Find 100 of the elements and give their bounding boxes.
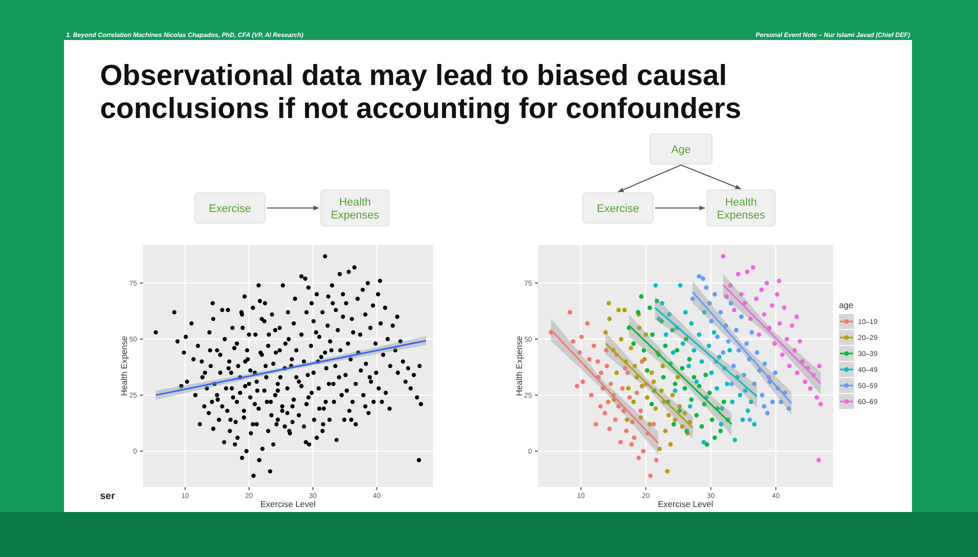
point	[603, 330, 608, 335]
point	[682, 386, 688, 391]
point	[808, 386, 813, 391]
point	[724, 382, 730, 386]
point	[644, 368, 650, 373]
point	[672, 388, 678, 393]
point	[683, 310, 688, 314]
point	[651, 379, 656, 384]
point	[684, 336, 688, 342]
point	[648, 474, 653, 478]
point	[672, 418, 678, 422]
point	[607, 426, 612, 431]
point	[628, 346, 634, 350]
point	[670, 350, 676, 355]
point	[782, 305, 787, 310]
point	[762, 312, 766, 317]
point	[727, 348, 732, 353]
point	[677, 408, 682, 414]
point	[580, 379, 586, 384]
point	[650, 332, 655, 337]
point	[746, 408, 750, 414]
point	[604, 348, 608, 353]
point	[689, 321, 694, 326]
point	[770, 400, 775, 404]
point	[718, 422, 724, 427]
point	[706, 344, 712, 348]
point	[736, 348, 742, 353]
point	[765, 410, 770, 416]
point	[743, 388, 748, 393]
point	[666, 413, 671, 418]
point	[704, 442, 710, 447]
point	[594, 422, 598, 427]
point	[579, 334, 584, 340]
point	[707, 301, 712, 306]
point	[692, 374, 696, 380]
point	[798, 339, 802, 344]
point	[728, 283, 733, 288]
point	[649, 402, 654, 406]
point	[712, 292, 717, 297]
point	[817, 364, 822, 368]
point	[724, 323, 728, 328]
point	[577, 350, 582, 355]
point	[702, 310, 707, 314]
x-axis-title: Exercise Level	[260, 499, 316, 509]
text: Exercise	[208, 203, 252, 215]
point	[692, 348, 696, 353]
point	[602, 410, 608, 416]
point	[746, 357, 752, 362]
point	[678, 283, 683, 288]
point	[592, 344, 596, 348]
point	[616, 308, 621, 312]
point	[772, 370, 778, 375]
point	[688, 404, 692, 409]
point	[740, 418, 745, 422]
point	[734, 328, 738, 332]
point	[752, 382, 757, 386]
point	[568, 310, 572, 314]
point	[638, 415, 643, 420]
point	[760, 392, 764, 398]
point	[653, 406, 658, 411]
point	[776, 278, 782, 284]
point	[689, 397, 694, 402]
point	[642, 357, 647, 362]
point	[712, 330, 716, 335]
point	[644, 332, 648, 337]
point	[742, 372, 746, 378]
point	[640, 384, 644, 388]
point	[774, 292, 780, 297]
point	[677, 404, 682, 409]
point	[699, 359, 704, 364]
point	[700, 276, 706, 281]
point	[680, 366, 685, 370]
point	[626, 386, 631, 391]
point	[606, 400, 610, 404]
point	[742, 301, 747, 306]
point	[622, 408, 626, 414]
point	[739, 314, 744, 319]
point	[632, 435, 636, 440]
text: Health Expenses	[330, 196, 380, 222]
point	[632, 364, 638, 368]
point	[790, 323, 794, 328]
point	[736, 272, 740, 276]
point	[818, 402, 823, 406]
point	[629, 442, 634, 447]
point	[750, 330, 754, 335]
point	[637, 326, 642, 330]
point	[644, 395, 650, 400]
point	[759, 288, 764, 292]
text: Exercise	[596, 203, 640, 215]
point	[665, 469, 670, 474]
point	[777, 321, 782, 326]
point	[712, 435, 717, 440]
legend-title: age	[839, 300, 854, 310]
point	[794, 314, 799, 319]
point	[616, 404, 621, 409]
point	[729, 382, 734, 386]
point	[608, 382, 614, 386]
point	[639, 294, 644, 299]
point	[694, 379, 699, 384]
point	[748, 418, 752, 422]
